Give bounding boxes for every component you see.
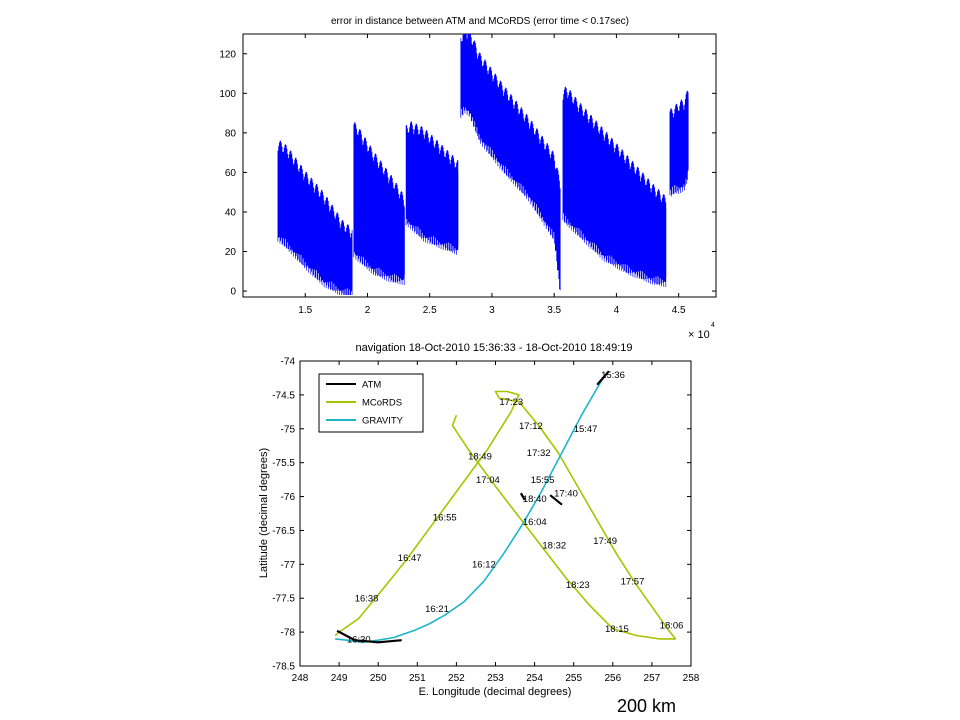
error-chart-x-exponent: 4: [711, 322, 715, 329]
y-tick-label: -76.5: [272, 526, 295, 537]
legend-label-atm: ATM: [362, 380, 381, 391]
time-label: 16:21: [425, 604, 449, 615]
time-label: 16:55: [433, 512, 457, 523]
time-label: 15:47: [574, 424, 598, 435]
time-label: 16:38: [355, 594, 379, 605]
time-label: 17:12: [519, 421, 543, 432]
time-label: 15:55: [531, 475, 555, 486]
y-tick-label: 40: [225, 207, 237, 218]
time-label: 17:57: [621, 577, 645, 588]
time-label: 17:04: [476, 475, 500, 486]
y-tick-label: -77.5: [272, 594, 295, 605]
x-tick-label: 4: [614, 305, 620, 316]
x-tick-label: 258: [683, 673, 700, 684]
y-tick-label: 20: [225, 247, 237, 258]
error-series-trace: [405, 121, 459, 255]
x-tick-label: 252: [448, 673, 465, 684]
x-tick-label: 3: [489, 305, 495, 316]
error-chart-x-exponent-base: × 10: [688, 329, 710, 341]
navigation-chart: 248 249 250 251 252 253 254 255 256 257 258 -74 -74.…: [258, 342, 700, 698]
time-label: 18:32: [542, 541, 566, 552]
x-tick-label: 4.5: [672, 305, 686, 316]
y-tick-label: -77: [281, 560, 296, 571]
legend-label-gravity: GRAVITY: [362, 416, 404, 427]
navigation-chart-x-label: E. Longitude (decimal degrees): [419, 686, 572, 698]
time-label: 18:15: [605, 624, 629, 635]
y-tick-label: -74: [281, 357, 296, 368]
navigation-chart-y-label: Latitude (decimal degrees): [258, 448, 270, 578]
x-tick-label: 255: [565, 673, 582, 684]
time-label: 16:47: [398, 553, 422, 564]
time-label: 18:40: [523, 494, 547, 505]
scale-caption: 200 km: [617, 696, 677, 716]
time-label: 18:23: [566, 580, 590, 591]
time-label: 17:23: [499, 397, 523, 408]
y-tick-label: 80: [225, 128, 237, 139]
x-tick-label: 250: [370, 673, 387, 684]
y-tick-label: -78: [281, 628, 296, 639]
x-tick-label: 2: [365, 305, 371, 316]
time-label: 16:04: [523, 517, 547, 528]
x-tick-label: 257: [644, 673, 661, 684]
error-series: [277, 34, 689, 295]
time-label: 17:49: [593, 536, 617, 547]
mcords-track: [334, 390, 677, 640]
x-tick-label: 256: [604, 673, 621, 684]
legend-label-mcords: MCoRDS: [362, 398, 402, 409]
navigation-tracks: [334, 370, 677, 644]
error-series-trace: [669, 90, 689, 197]
error-series-trace: [460, 34, 561, 291]
navigation-chart-title: navigation 18-Oct-2010 15:36:33 - 18-Oct…: [355, 342, 632, 354]
y-tick-label: -78.5: [272, 662, 295, 673]
error-series-trace: [353, 122, 405, 285]
x-tick-label: 254: [526, 673, 543, 684]
y-tick-label: 100: [219, 89, 236, 100]
error-series-trace: [562, 86, 667, 287]
x-tick-label: 251: [409, 673, 426, 684]
time-label: 15:36: [601, 370, 625, 381]
error-distance-chart: 1.5 2 2.5 3 3.5 4 4.5 0 20 40 60 80 100 120 error in …: [219, 16, 717, 341]
y-tick-label: 120: [219, 49, 236, 60]
x-tick-label: 2.5: [423, 305, 437, 316]
x-tick-label: 3.5: [547, 305, 561, 316]
x-tick-label: 253: [487, 673, 504, 684]
navigation-legend: ATM MCoRDS GRAVITY: [318, 373, 424, 433]
time-label: 18:49: [468, 451, 492, 462]
x-tick-label: 1.5: [298, 305, 312, 316]
y-tick-label: -74.5: [272, 390, 295, 401]
atm-track: [336, 629, 402, 644]
y-tick-label: -75: [281, 424, 296, 435]
time-label: 16:12: [472, 560, 496, 571]
time-label: 17:40: [554, 489, 578, 500]
x-tick-label: 249: [331, 673, 348, 684]
atm-track: [549, 494, 563, 506]
time-label: 17:32: [527, 448, 551, 459]
error-chart-title: error in distance between ATM and MCoRDS…: [331, 16, 629, 27]
y-tick-label: -75.5: [272, 458, 295, 469]
navigation-time-labels: 15:36 17:23 17:12 15:47 17:32 18:49 17:04 15:55…: [347, 370, 684, 645]
y-tick-label: 60: [225, 168, 237, 179]
error-chart-ticks: 1.5 2 2.5 3 3.5 4 4.5 0 20 40 60 80 100 120: [219, 34, 716, 316]
y-tick-label: -76: [281, 492, 296, 503]
atm-track: [519, 492, 526, 501]
y-tick-label: 0: [230, 287, 236, 298]
x-tick-label: 248: [292, 673, 309, 684]
time-label: 16:30: [347, 634, 371, 645]
error-series-trace: [277, 140, 353, 295]
time-label: 18:06: [660, 621, 684, 632]
atm-track: [596, 370, 610, 386]
navigation-chart-ticks: 248 249 250 251 252 253 254 255 256 257 258 -74 -74.…: [272, 357, 700, 685]
